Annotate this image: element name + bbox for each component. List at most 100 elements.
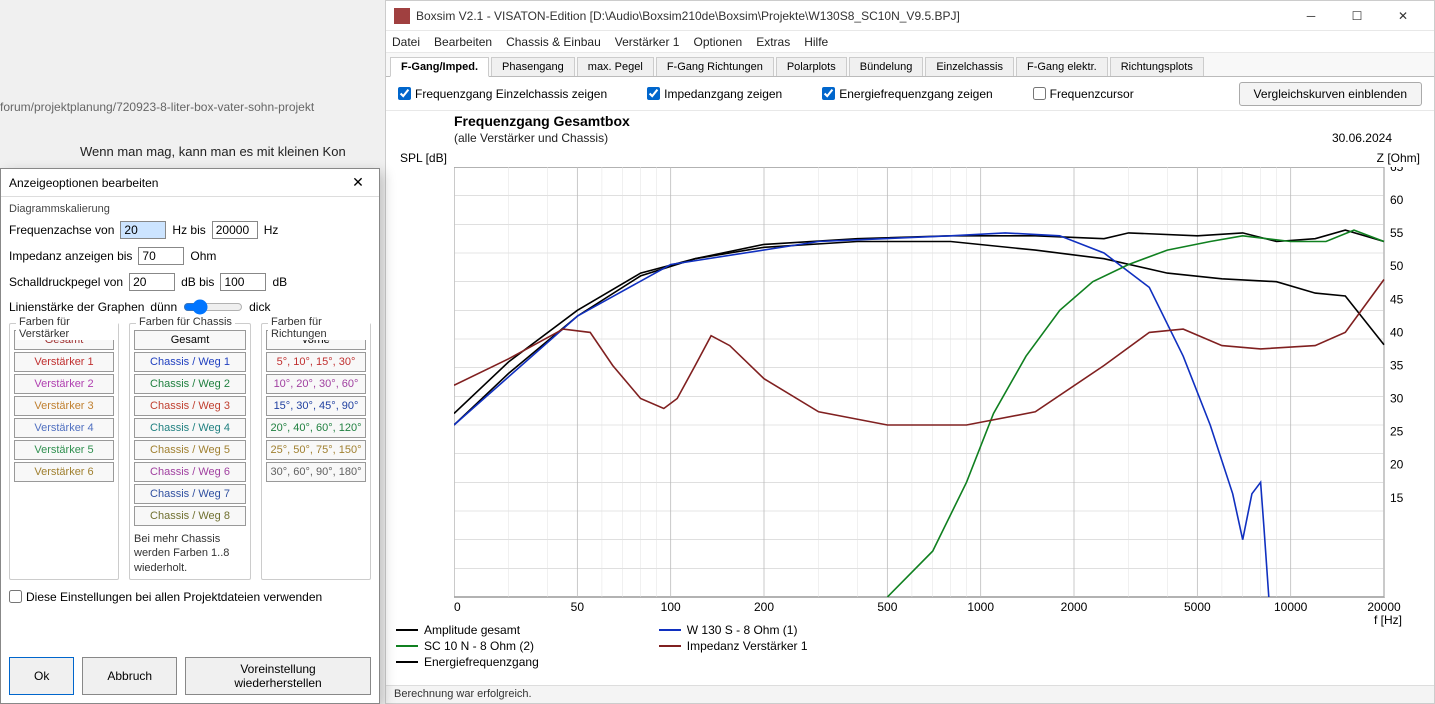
yr-axis-label: Z [Ohm] bbox=[1377, 151, 1420, 165]
svg-text:1000: 1000 bbox=[967, 600, 994, 614]
svg-text:5000: 5000 bbox=[1184, 600, 1211, 614]
color-button[interactable]: Verstärker 4 bbox=[14, 418, 114, 438]
color-button[interactable]: Chassis / Weg 2 bbox=[134, 374, 246, 394]
color-button[interactable]: Verstärker 2 bbox=[14, 374, 114, 394]
tab-einzelchassis[interactable]: Einzelchassis bbox=[925, 57, 1014, 76]
legend-item: Impedanz Verstärker 1 bbox=[659, 639, 808, 653]
menu-hilfe[interactable]: Hilfe bbox=[804, 35, 828, 49]
color-button[interactable]: 25°, 50°, 75°, 150° bbox=[266, 440, 366, 460]
color-button[interactable]: Verstärker 3 bbox=[14, 396, 114, 416]
group-verstaerker: Farben für Verstärker GesamtVerstärker 1… bbox=[9, 323, 119, 580]
cancel-button[interactable]: Abbruch bbox=[82, 657, 177, 695]
app-icon bbox=[394, 8, 410, 24]
dialog-close-button[interactable]: ✕ bbox=[345, 174, 371, 191]
impedanz-input[interactable] bbox=[138, 247, 184, 265]
boxsim-window: Boxsim V2.1 - VISATON-Edition [D:\Audio\… bbox=[385, 0, 1435, 704]
chassis-note: Bei mehr Chassis werden Farben 1..8 wied… bbox=[134, 532, 246, 575]
vergleichskurven-button[interactable]: Vergleichskurven einblenden bbox=[1239, 82, 1422, 106]
group-richtungen: Farben für Richtungen vorne5°, 10°, 15°,… bbox=[261, 323, 371, 580]
row-linewidth: Linienstärke der Graphen dünn dick bbox=[9, 299, 371, 315]
svg-text:15: 15 bbox=[1390, 491, 1404, 505]
reset-button[interactable]: Voreinstellung wiederherstellen bbox=[185, 657, 371, 695]
tab-buendelung[interactable]: Bündelung bbox=[849, 57, 924, 76]
tab-polarplots[interactable]: Polarplots bbox=[776, 57, 847, 76]
section-label: Diagrammskalierung bbox=[9, 203, 371, 215]
group-chassis: Farben für Chassis GesamtChassis / Weg 1… bbox=[129, 323, 251, 580]
maximize-button[interactable]: ☐ bbox=[1334, 1, 1380, 31]
dialog-titlebar: Anzeigeoptionen bearbeiten ✕ bbox=[1, 169, 379, 197]
svg-text:30: 30 bbox=[1390, 392, 1404, 406]
background-page: forum/projektplanung/720923-8-liter-box-… bbox=[0, 100, 346, 159]
freq-to-input[interactable] bbox=[212, 221, 258, 239]
color-button[interactable]: 15°, 30°, 45°, 90° bbox=[266, 396, 366, 416]
color-button[interactable]: Gesamt bbox=[134, 330, 246, 350]
svg-text:45: 45 bbox=[1390, 292, 1404, 306]
chk-einzelchassis[interactable]: Frequenzgang Einzelchassis zeigen bbox=[398, 87, 607, 101]
color-button[interactable]: Chassis / Weg 5 bbox=[134, 440, 246, 460]
svg-text:55: 55 bbox=[1390, 226, 1404, 240]
color-button[interactable]: 20°, 40°, 60°, 120° bbox=[266, 418, 366, 438]
menu-extras[interactable]: Extras bbox=[756, 35, 790, 49]
color-button[interactable]: Verstärker 6 bbox=[14, 462, 114, 482]
minimize-button[interactable]: ─ bbox=[1288, 1, 1334, 31]
chart-subtitle: (alle Verstärker und Chassis) bbox=[454, 131, 608, 145]
close-button[interactable]: ✕ bbox=[1380, 1, 1426, 31]
svg-text:2000: 2000 bbox=[1061, 600, 1088, 614]
color-button[interactable]: Chassis / Weg 8 bbox=[134, 506, 246, 526]
tab-phasengang[interactable]: Phasengang bbox=[491, 57, 575, 76]
yl-axis-label: SPL [dB] bbox=[400, 151, 447, 165]
color-button[interactable]: Chassis / Weg 6 bbox=[134, 462, 246, 482]
bg-text: Wenn man mag, kann man es mit kleinen Ko… bbox=[80, 144, 346, 159]
tab-maxpegel[interactable]: max. Pegel bbox=[577, 57, 654, 76]
tab-fgangelektr[interactable]: F-Gang elektr. bbox=[1016, 57, 1108, 76]
svg-text:65: 65 bbox=[1390, 167, 1404, 174]
menu-verstaerker[interactable]: Verstärker 1 bbox=[615, 35, 680, 49]
freq-from-input[interactable] bbox=[120, 221, 166, 239]
chart-title: Frequenzgang Gesamtbox bbox=[454, 113, 630, 129]
chart-area: Frequenzgang Gesamtbox (alle Verstärker … bbox=[386, 111, 1434, 671]
titlebar: Boxsim V2.1 - VISATON-Edition [D:\Audio\… bbox=[386, 1, 1434, 31]
spl-to-input[interactable] bbox=[220, 273, 266, 291]
ok-button[interactable]: Ok bbox=[9, 657, 74, 695]
row-frequenz: Frequenzachse von Hz bis Hz bbox=[9, 221, 371, 239]
color-button[interactable]: 10°, 20°, 30°, 60° bbox=[266, 374, 366, 394]
chart-plot: 2025303540455055606570758085909515202530… bbox=[454, 167, 1435, 627]
menu-bearbeiten[interactable]: Bearbeiten bbox=[434, 35, 492, 49]
svg-text:200: 200 bbox=[754, 600, 774, 614]
svg-text:40: 40 bbox=[1390, 325, 1404, 339]
apply-all-checkbox[interactable]: Diese Einstellungen bei allen Projektdat… bbox=[9, 590, 371, 604]
svg-text:60: 60 bbox=[1390, 193, 1404, 207]
spl-from-input[interactable] bbox=[129, 273, 175, 291]
menu-datei[interactable]: Datei bbox=[392, 35, 420, 49]
color-button[interactable]: Chassis / Weg 1 bbox=[134, 352, 246, 372]
statusbar: Berechnung war erfolgreich. bbox=[386, 685, 1434, 703]
color-button[interactable]: Chassis / Weg 4 bbox=[134, 418, 246, 438]
color-button[interactable]: 5°, 10°, 15°, 30° bbox=[266, 352, 366, 372]
bg-url: forum/projektplanung/720923-8-liter-box-… bbox=[0, 100, 346, 114]
legend-item: W 130 S - 8 Ohm (1) bbox=[659, 623, 808, 637]
legend-item: Energiefrequenzgang bbox=[396, 655, 539, 669]
svg-text:35: 35 bbox=[1390, 358, 1404, 372]
color-button[interactable]: Chassis / Weg 7 bbox=[134, 484, 246, 504]
linewidth-slider[interactable] bbox=[183, 299, 243, 315]
tab-fgang[interactable]: F-Gang/Imped. bbox=[390, 57, 489, 77]
chk-cursor[interactable]: Frequenzcursor bbox=[1033, 87, 1134, 101]
color-button[interactable]: Chassis / Weg 3 bbox=[134, 396, 246, 416]
window-title: Boxsim V2.1 - VISATON-Edition [D:\Audio\… bbox=[416, 9, 1288, 23]
color-button[interactable]: Verstärker 5 bbox=[14, 440, 114, 460]
svg-text:50: 50 bbox=[1390, 259, 1404, 273]
color-button[interactable]: 30°, 60°, 90°, 180° bbox=[266, 462, 366, 482]
svg-text:20: 20 bbox=[454, 600, 461, 614]
chk-energie[interactable]: Energiefrequenzgang zeigen bbox=[822, 87, 992, 101]
color-button[interactable]: Verstärker 1 bbox=[14, 352, 114, 372]
row-impedanz: Impedanz anzeigen bis Ohm bbox=[9, 247, 371, 265]
chart-date: 30.06.2024 bbox=[1332, 131, 1392, 145]
menu-optionen[interactable]: Optionen bbox=[693, 35, 742, 49]
tab-fgangricht[interactable]: F-Gang Richtungen bbox=[656, 57, 774, 76]
options-dialog: Anzeigeoptionen bearbeiten ✕ Diagrammska… bbox=[0, 168, 380, 704]
tabbar: F-Gang/Imped. Phasengang max. Pegel F-Ga… bbox=[386, 53, 1434, 77]
tab-richtungsplots[interactable]: Richtungsplots bbox=[1110, 57, 1204, 76]
menu-chassis[interactable]: Chassis & Einbau bbox=[506, 35, 601, 49]
chk-impedanz[interactable]: Impedanzgang zeigen bbox=[647, 87, 782, 101]
svg-text:20000: 20000 bbox=[1367, 600, 1401, 614]
